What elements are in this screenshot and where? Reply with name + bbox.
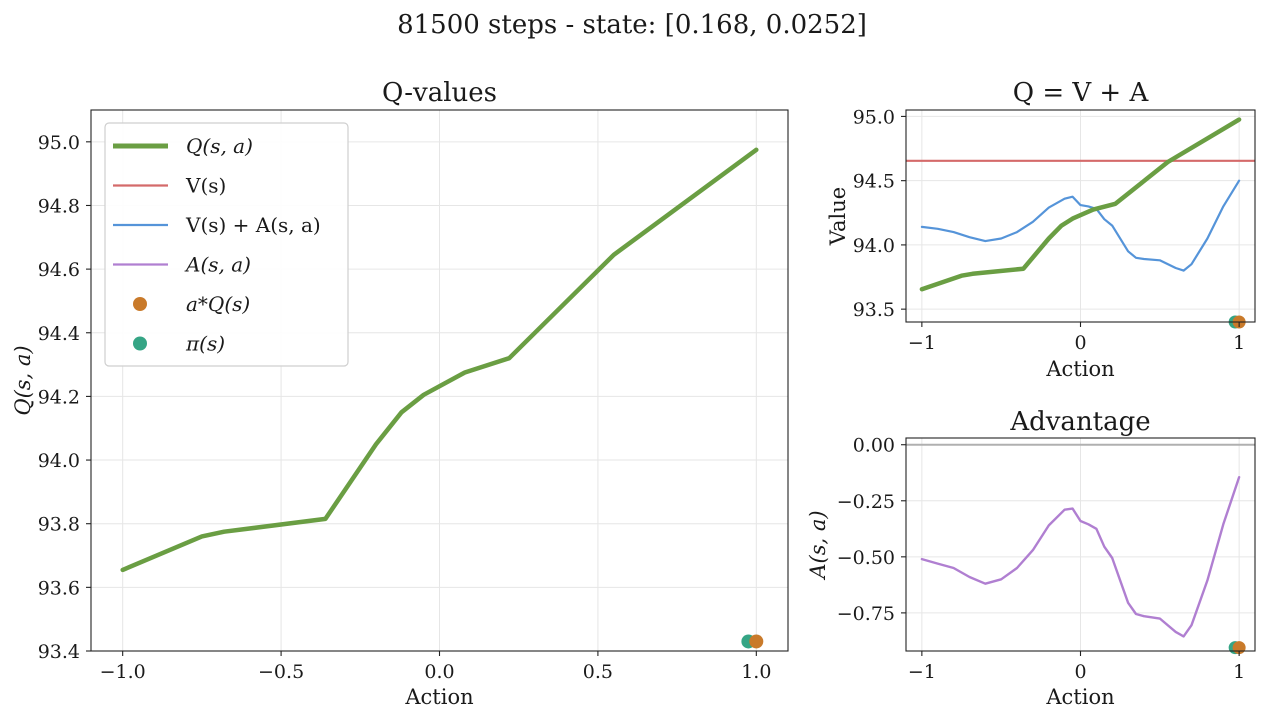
series-line-q <box>120 147 759 573</box>
y-tick-label: −0.50 <box>837 547 895 569</box>
legend-label-aq: a*Q(s) <box>186 292 250 316</box>
y-tick-label: 94.6 <box>38 259 80 281</box>
legend-item-v: V(s) <box>113 174 226 198</box>
x-tick-label: 1 <box>1233 332 1245 354</box>
y-tick-label: 94.0 <box>853 235 895 257</box>
legend-label-vpa: V(s) + A(s, a) <box>185 213 321 237</box>
x-axis-label: Action <box>1045 685 1114 709</box>
y-tick-label: 93.6 <box>38 577 80 599</box>
advantage-plot: −1 0 1 0.00 −0.25 −0.50 −0.75 Advantage Action A(… <box>806 407 1256 709</box>
series-group <box>906 117 1255 292</box>
legend-item-aq: a*Q(s) <box>133 292 250 316</box>
series-group <box>120 147 759 573</box>
y-tick-label: −0.75 <box>837 603 895 625</box>
q-equals-v-plus-a-plot: −1 0 1 93.5 94.0 94.5 95.0 Q = V + A Action Value <box>826 78 1256 381</box>
legend-item-q: Q(s, a) <box>113 134 253 158</box>
legend-label-adv: A(s, a) <box>184 253 251 277</box>
legend-marker-pi <box>133 336 147 351</box>
x-tick-label: 0.5 <box>583 661 613 683</box>
x-tick-label: −1 <box>908 332 936 354</box>
plot-title: Q = V + A <box>1013 78 1150 108</box>
legend-marker-aq <box>133 297 147 311</box>
legend-item-vpa: V(s) + A(s, a) <box>113 213 321 237</box>
y-tick-label: 94.0 <box>38 450 80 472</box>
x-tick-label: 0 <box>1074 661 1086 683</box>
x-axis-label: Action <box>1045 357 1114 381</box>
y-tick-label: 93.8 <box>38 514 80 536</box>
x-tick-label: 0.0 <box>424 661 454 683</box>
x-tick-label: −0.5 <box>258 661 304 683</box>
point-aq <box>749 634 764 649</box>
legend-item-pi: π(s) <box>133 332 225 356</box>
series-group <box>906 443 1255 638</box>
x-tick-label: −1 <box>908 661 936 683</box>
y-axis-label: Value <box>826 187 850 246</box>
y-tick-label: 95.0 <box>853 106 895 128</box>
y-tick-label: −0.25 <box>837 491 895 513</box>
legend-item-adv: A(s, a) <box>113 253 251 277</box>
q-values-plot: −1.0 −0.5 0.0 0.5 1.0 93.4 93.6 93.8 94.0 94.2 94.… <box>11 78 789 709</box>
y-axis-label: A(s, a) <box>806 510 830 580</box>
plot-title: Advantage <box>1009 407 1150 437</box>
y-tick-label: 94.5 <box>853 171 895 193</box>
y-tick-label: 95.0 <box>38 132 80 154</box>
legend-box <box>104 122 349 367</box>
x-tick-label: 1 <box>1233 661 1245 683</box>
x-tick-label: 1.0 <box>741 661 771 683</box>
x-axis-label: Action <box>404 685 473 709</box>
legend-label-pi: π(s) <box>185 332 225 356</box>
series-line-adv <box>920 476 1241 638</box>
legend: Q(s, a) V(s) V(s) + A(s, a) A(s, a) a*Q(s) π(… <box>104 122 349 367</box>
y-tick-label: 94.8 <box>38 195 80 217</box>
y-tick-label: 94.2 <box>38 386 80 408</box>
x-tick-label: −1.0 <box>100 661 146 683</box>
legend-label-v: V(s) <box>185 174 226 198</box>
y-tick-label: 93.4 <box>38 641 80 663</box>
y-tick-label: 94.4 <box>38 323 80 345</box>
plot-title: Q-values <box>382 78 497 108</box>
y-tick-label: 0.00 <box>853 435 895 457</box>
x-tick-label: 0 <box>1074 332 1086 354</box>
legend-label-q: Q(s, a) <box>186 134 253 158</box>
series-line-q <box>919 117 1242 292</box>
figure-title: 81500 steps - state: [0.168, 0.0252] <box>397 10 867 40</box>
y-axis-label: Q(s, a) <box>11 345 35 415</box>
y-tick-label: 93.5 <box>853 299 895 321</box>
